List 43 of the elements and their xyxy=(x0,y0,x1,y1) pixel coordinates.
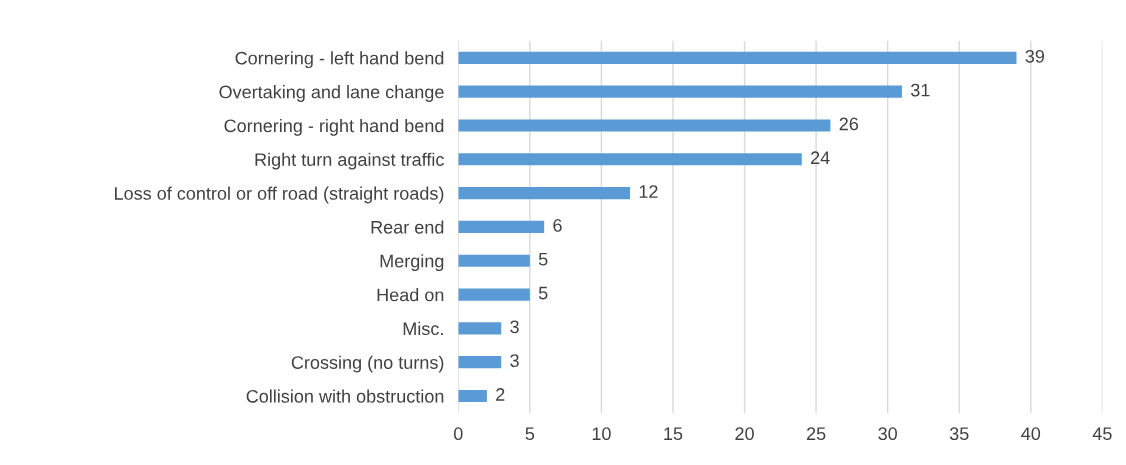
x-tick-label: 25 xyxy=(806,427,826,441)
bar xyxy=(458,389,487,403)
data-label: 31 xyxy=(911,83,930,97)
bar xyxy=(458,187,631,200)
data-label: 3 xyxy=(510,320,519,334)
x-tick-label: 20 xyxy=(735,427,754,441)
bar xyxy=(458,322,502,335)
y-tick-label: Overtaking and lane change xyxy=(219,85,444,102)
bar xyxy=(458,85,902,98)
bar xyxy=(458,356,502,369)
y-tick-label: Crossing (no turns) xyxy=(291,355,444,373)
y-tick-label: Collision with obstruction xyxy=(246,389,444,403)
x-tick-label: 45 xyxy=(1092,427,1112,441)
x-tick-label: 15 xyxy=(664,427,683,441)
bar xyxy=(458,220,545,234)
y-tick-label: Loss of control or off road (straight roads) xyxy=(115,186,444,204)
bar xyxy=(458,51,1017,64)
data-label: 26 xyxy=(839,117,859,131)
y-tick-label: Misc. xyxy=(403,321,443,336)
x-tick-label: 5 xyxy=(525,427,535,441)
x-tick-label: 35 xyxy=(949,427,969,441)
bar xyxy=(458,288,530,301)
x-tick-label: 40 xyxy=(1021,427,1041,441)
data-label: 5 xyxy=(538,286,548,300)
y-tick-label: Right turn against traffic xyxy=(255,152,444,170)
data-label: 2 xyxy=(496,388,505,401)
data-label: 39 xyxy=(1025,49,1045,63)
data-label: 6 xyxy=(553,218,562,232)
y-tick-label: Head on xyxy=(377,288,444,302)
x-tick-label: 30 xyxy=(878,427,897,441)
y-tick-label: Cornering - right hand bend xyxy=(224,118,444,136)
y-tick-label: Cornering - left hand bend xyxy=(235,51,444,69)
bar xyxy=(458,153,802,166)
bar xyxy=(458,119,831,132)
data-label: 12 xyxy=(639,185,658,198)
data-label: 3 xyxy=(510,354,519,368)
y-tick-label: Merging xyxy=(380,254,444,272)
data-label: 5 xyxy=(538,252,548,266)
bar xyxy=(458,254,530,267)
y-tick-label: Rear end xyxy=(371,220,444,234)
data-label: 24 xyxy=(811,151,830,164)
x-tick-label: 0 xyxy=(453,427,463,441)
x-tick-label: 10 xyxy=(592,427,611,441)
